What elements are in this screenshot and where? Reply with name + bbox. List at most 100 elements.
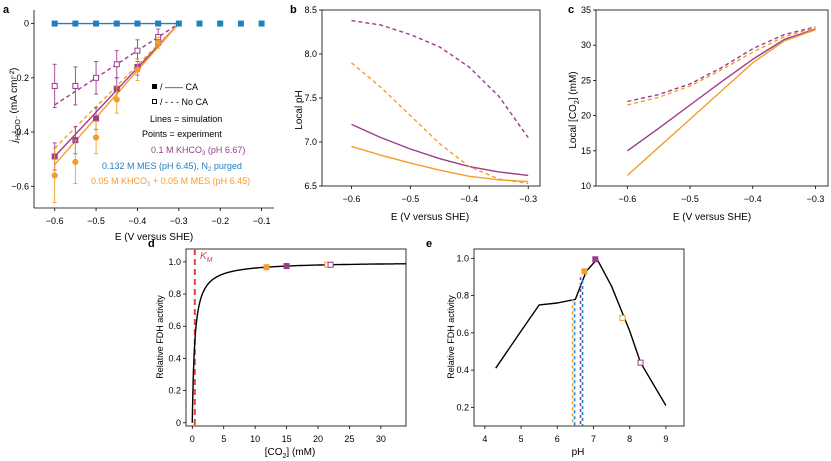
panel-a-data-point bbox=[258, 20, 265, 27]
panel-e-marker bbox=[581, 268, 588, 275]
panel-a-xtick-label: −0.3 bbox=[170, 216, 188, 226]
panel-b-plot bbox=[351, 19, 529, 185]
panel-a-data-point bbox=[134, 47, 141, 54]
panel-a-data-point bbox=[113, 20, 120, 27]
panel-a-data-point bbox=[113, 96, 120, 103]
panel-c-ytick-label: 15 bbox=[581, 146, 591, 156]
panel-a-xtick-label: −0.4 bbox=[129, 216, 147, 226]
panel-b-ytick-label: 6.5 bbox=[304, 181, 317, 191]
legend-khco3: 0.1 M KHCO3 (pH 6.67) bbox=[151, 145, 245, 157]
legend-mix: 0.05 M KHCO3 + 0.05 M MES (pH 6.45) bbox=[91, 176, 250, 188]
panel-a-ylabel: jHCOO⁻(mA cm⁻²) bbox=[9, 68, 22, 145]
panel-d-plot bbox=[191, 249, 407, 426]
panel-c-ytick-label: 10 bbox=[581, 181, 591, 191]
panel-e-xtick-label: 7 bbox=[591, 434, 596, 444]
panel-b-ylabel: Local pH bbox=[294, 90, 305, 129]
panel-a-ytick-label: −0.6 bbox=[11, 181, 29, 191]
legend-points-text: Points = experiment bbox=[142, 129, 222, 139]
panel-c-xtick-label: −0.3 bbox=[807, 194, 825, 204]
panel-d-ytick-label: 1.0 bbox=[168, 257, 181, 267]
panel-label-e: e bbox=[426, 238, 432, 250]
panel-d-xtick-label: 10 bbox=[250, 434, 260, 444]
panel-c-ytick-label: 20 bbox=[581, 111, 591, 121]
panel-b-xtick-label: −0.3 bbox=[519, 194, 537, 204]
panel-b-series-line-2 bbox=[351, 62, 529, 185]
panel-b-ytick-label: 7.0 bbox=[304, 137, 317, 147]
panel-b-ytick-label: 7.5 bbox=[304, 93, 317, 103]
panel-a-data-point bbox=[217, 20, 224, 27]
panel-b-ytick-label: 8.0 bbox=[304, 49, 317, 59]
panel-d-ytick-label: 0.6 bbox=[168, 321, 181, 331]
panel-b-xtick-label: −0.6 bbox=[343, 194, 361, 204]
panel-e-marker bbox=[637, 359, 644, 366]
panel-c-xtick-label: −0.5 bbox=[681, 194, 699, 204]
panel-c-series-line-2 bbox=[626, 28, 816, 152]
panel-e-ytick-label: 0.2 bbox=[456, 402, 469, 412]
panel-e-frame bbox=[473, 248, 685, 427]
legend-mix-rest: + 0.05 M MES (pH 6.45) bbox=[150, 176, 250, 186]
panel-d-xlabel-rest: ] (mM) bbox=[286, 447, 315, 458]
panel-a-ytick-label: −0.4 bbox=[11, 127, 29, 137]
panel-c-xtick-label: −0.4 bbox=[744, 194, 762, 204]
panel-b-series-line-0 bbox=[351, 19, 529, 139]
panel-d-xlabel-main: [CO bbox=[265, 447, 283, 458]
panel-c-series-line-3 bbox=[626, 29, 816, 176]
panel-a-ytick-label: 0 bbox=[24, 19, 29, 29]
panel-a-xtick-label: −0.6 bbox=[46, 216, 64, 226]
panel-a-xtick-label: −0.2 bbox=[211, 216, 229, 226]
panel-d-xlabel-sub: 2 bbox=[282, 453, 286, 460]
panel-label-c: c bbox=[568, 4, 574, 16]
legend-mes-main: 0.132 M MES (pH 6.45), N bbox=[102, 161, 208, 171]
legend-mix-sub: 3 bbox=[147, 182, 151, 188]
panel-d-axes: 0 5 10 15 20 25 30 0 0.2 0.4 0.6 0.8 1.0 bbox=[168, 248, 407, 444]
panel-a-data-point bbox=[51, 20, 58, 27]
panel-d-km-sub: M bbox=[207, 257, 213, 264]
panel-a-data-point bbox=[72, 82, 79, 89]
panel-e-xtick-label: 6 bbox=[555, 434, 560, 444]
panel-b-chart: −0.6 −0.5 −0.4 −0.3 6.5 7.0 7.5 8.0 8.5 E (V ver… bbox=[294, 5, 541, 223]
legend-mes: 0.132 M MES (pH 6.45), N2 purged bbox=[102, 161, 242, 173]
panel-e-ytick-label: 0.4 bbox=[456, 365, 469, 375]
panel-b-xtick-label: −0.4 bbox=[460, 194, 478, 204]
panel-a-data-point bbox=[134, 20, 141, 27]
panel-d-xtick-label: 30 bbox=[376, 434, 386, 444]
panel-b-xlabel: E (V versus SHE) bbox=[391, 212, 469, 223]
panel-c-chart: −0.6 −0.5 −0.4 −0.3 10 15 20 25 30 35 E (V versus… bbox=[568, 5, 829, 223]
panel-b-xtick-label: −0.5 bbox=[401, 194, 419, 204]
panel-a-data-point bbox=[237, 20, 244, 27]
panel-d-marker bbox=[283, 263, 290, 270]
panel-a-axes: −0.6 −0.5 −0.4 −0.3 −0.2 −0.1 0 −0.2 −0.4 −0.6 bbox=[11, 10, 274, 226]
panel-e-xlabel: pH bbox=[572, 447, 585, 458]
panel-c-ylabel-sub: 2 bbox=[574, 100, 581, 104]
legend-ca-text: / —— CA bbox=[160, 82, 198, 92]
panel-b-ytick-label: 8.5 bbox=[304, 5, 317, 15]
legend-khco3-rest: (pH 6.67) bbox=[205, 145, 245, 155]
panel-a-ytick-label: −0.2 bbox=[11, 73, 29, 83]
panel-b-axes: −0.6 −0.5 −0.4 −0.3 6.5 7.0 7.5 8.0 8.5 bbox=[304, 5, 541, 204]
panel-a-data-point bbox=[51, 172, 58, 179]
panel-e-ytick-label: 0.8 bbox=[456, 291, 469, 301]
panel-a-data-point bbox=[93, 74, 100, 81]
panel-a-ylabel-main: j bbox=[9, 139, 20, 144]
panel-a-data-point bbox=[72, 20, 79, 27]
panel-a-data-point bbox=[92, 134, 100, 141]
legend-lines-text: Lines = simulation bbox=[150, 114, 222, 124]
panel-label-b: b bbox=[290, 4, 297, 16]
panel-d-ytick-label: 0.4 bbox=[168, 353, 181, 363]
legend-khco3-main: 0.1 M KHCO bbox=[151, 145, 202, 155]
legend-ca-square bbox=[152, 84, 157, 89]
panel-a-xtick-label: −0.5 bbox=[87, 216, 105, 226]
panel-c-ytick-label: 30 bbox=[581, 40, 591, 50]
panel-a-data-point bbox=[155, 39, 162, 46]
panel-b-frame bbox=[321, 9, 541, 187]
panel-a-plot bbox=[51, 20, 265, 204]
panel-a-data-point bbox=[113, 61, 120, 68]
panel-a-data-point bbox=[93, 20, 100, 27]
panel-c-xtick-label: −0.6 bbox=[618, 194, 636, 204]
panel-c-series-line-1 bbox=[627, 26, 816, 106]
panel-c-frame bbox=[595, 9, 829, 187]
panel-c-ytick-label: 35 bbox=[581, 5, 591, 15]
panel-a-data-point bbox=[51, 82, 58, 89]
legend-noca-square bbox=[152, 99, 157, 104]
